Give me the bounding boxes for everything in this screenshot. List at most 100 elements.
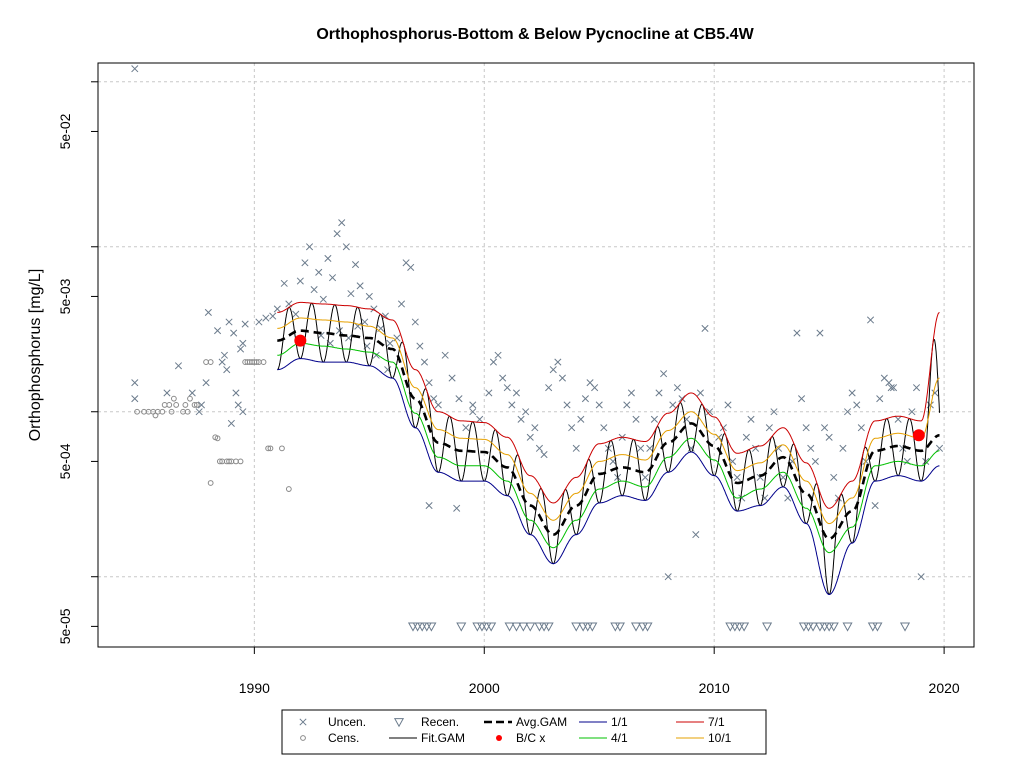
uncensored-point-stroke bbox=[324, 254, 332, 262]
series-jan1-line bbox=[277, 358, 940, 595]
uncensored-point bbox=[131, 395, 139, 403]
uncensored-point bbox=[469, 401, 477, 409]
uncensored-point bbox=[558, 374, 566, 382]
uncensored-point-stroke bbox=[338, 219, 346, 227]
uncensored-point bbox=[351, 261, 360, 269]
uncensored-point bbox=[701, 324, 709, 332]
uncensored-point bbox=[241, 320, 249, 328]
uncensored-point bbox=[292, 310, 300, 318]
uncensored-point-stroke bbox=[416, 342, 424, 350]
uncensored-point bbox=[531, 424, 539, 432]
series-oct1-line bbox=[277, 317, 940, 525]
uncensored-point bbox=[503, 384, 511, 392]
uncensored-point bbox=[234, 401, 242, 409]
uncensored-point-stroke bbox=[512, 389, 521, 397]
uncensored-point bbox=[508, 401, 516, 409]
uncensored-point bbox=[912, 384, 921, 392]
uncensored-point-stroke bbox=[637, 444, 645, 452]
uncensored-point bbox=[793, 329, 801, 337]
y-axis-label: Orthophosphorus [mg/L] bbox=[27, 269, 44, 442]
uncensored-point-stroke bbox=[646, 444, 654, 452]
uncensored-point bbox=[280, 279, 288, 287]
uncensored-point-stroke bbox=[225, 318, 233, 326]
legend-label: Uncen. bbox=[328, 715, 366, 729]
uncensored-point bbox=[512, 389, 521, 397]
uncensored-point-stroke bbox=[853, 401, 861, 409]
uncensored-point-stroke bbox=[218, 358, 226, 366]
uncensored-point bbox=[448, 374, 456, 382]
uncensored-point-stroke bbox=[531, 424, 539, 432]
uncensored-point-stroke bbox=[280, 279, 288, 287]
uncensored-point bbox=[381, 312, 389, 320]
censored-point bbox=[173, 402, 180, 408]
legend-entry: 7/1 bbox=[676, 715, 725, 729]
uncensored-point-stroke bbox=[742, 433, 750, 441]
censored-point bbox=[187, 395, 193, 402]
uncensored-point-stroke bbox=[301, 259, 309, 267]
fit-gam-line bbox=[277, 302, 940, 596]
censored-point bbox=[168, 408, 175, 415]
uncensored-point-stroke bbox=[227, 419, 235, 427]
uncensored-point-stroke bbox=[393, 334, 401, 342]
uncensored-point bbox=[239, 408, 247, 416]
uncensored-point bbox=[889, 384, 898, 392]
uncensored-point bbox=[425, 502, 433, 510]
uncensored-point bbox=[420, 358, 429, 366]
censored-point bbox=[166, 402, 173, 408]
legend-symbol-uncensored bbox=[299, 718, 307, 726]
uncensored-point bbox=[335, 327, 343, 335]
recensored-point bbox=[518, 622, 529, 632]
uncensored-point-stroke bbox=[779, 473, 787, 481]
data-layer bbox=[131, 65, 944, 632]
uncensored-point-stroke bbox=[678, 395, 686, 403]
legend-box bbox=[281, 709, 767, 755]
uncensored-point-stroke bbox=[381, 312, 389, 320]
uncensored-point-stroke bbox=[239, 408, 247, 416]
uncensored-point-stroke bbox=[285, 300, 293, 308]
censored-point bbox=[134, 408, 140, 415]
uncensored-point-stroke bbox=[236, 345, 245, 353]
uncensored-point-stroke bbox=[641, 473, 649, 481]
uncensored-point bbox=[411, 318, 419, 326]
censored-point bbox=[260, 359, 267, 365]
uncensored-point bbox=[669, 401, 677, 409]
uncensored-point-stroke bbox=[317, 331, 325, 340]
uncensored-point-stroke bbox=[807, 444, 815, 452]
legend-symbol-recensored bbox=[393, 718, 405, 728]
uncensored-point-stroke bbox=[131, 65, 139, 73]
uncensored-point-stroke bbox=[623, 401, 631, 409]
censored-point bbox=[161, 402, 168, 408]
legend: Uncen. Cens. Recen. Fit.GAM Avg.GAM B/C x 1/1 4… bbox=[281, 709, 767, 755]
uncensored-point bbox=[195, 408, 203, 416]
uncensored-point-stroke bbox=[239, 339, 247, 347]
uncensored-point bbox=[747, 415, 755, 423]
uncensored-point bbox=[347, 290, 355, 298]
avg-gam-line bbox=[277, 329, 940, 541]
uncensored-point-stroke bbox=[425, 502, 433, 510]
uncensored-point bbox=[839, 444, 847, 452]
y-tick-label: 5e-05 bbox=[57, 608, 73, 644]
uncensored-point bbox=[230, 329, 238, 337]
uncensored-point bbox=[310, 286, 318, 294]
legend-symbol-censored bbox=[300, 735, 306, 741]
bc-point bbox=[912, 429, 925, 442]
uncensored-point bbox=[866, 316, 875, 324]
uncensored-point-stroke bbox=[305, 243, 314, 251]
uncensored-point bbox=[853, 401, 861, 409]
uncensored-point-stroke bbox=[600, 424, 608, 432]
uncensored-point-stroke bbox=[558, 374, 566, 382]
uncensored-point bbox=[188, 389, 196, 397]
uncensored-point bbox=[595, 401, 603, 409]
uncensored-point bbox=[816, 329, 824, 337]
uncensored-point-stroke bbox=[632, 415, 640, 423]
recensored-point bbox=[587, 622, 598, 632]
uncensored-point bbox=[462, 424, 470, 432]
uncensored-point bbox=[469, 408, 477, 416]
uncensored-point-stroke bbox=[489, 358, 498, 366]
uncensored-point-stroke bbox=[469, 401, 477, 409]
legend-label: Fit.GAM bbox=[421, 731, 465, 745]
uncensored-point-stroke bbox=[798, 395, 806, 403]
uncensored-point-stroke bbox=[476, 415, 484, 423]
uncensored-point-stroke bbox=[581, 395, 589, 403]
